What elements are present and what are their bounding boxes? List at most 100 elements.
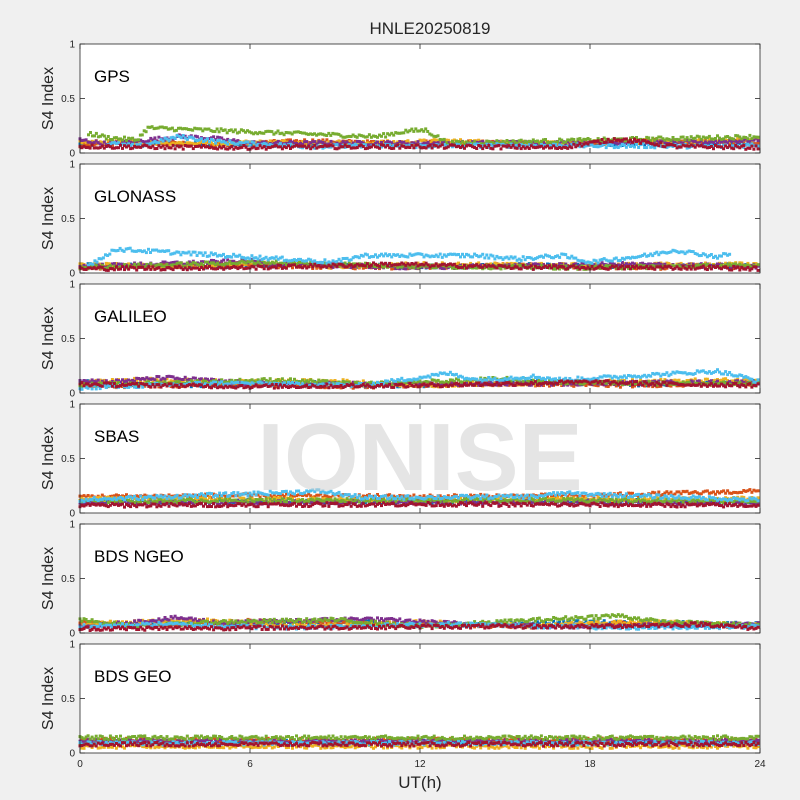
data-point	[191, 261, 195, 265]
data-point	[299, 257, 302, 261]
data-point	[382, 139, 386, 143]
data-point	[497, 141, 501, 145]
data-point	[333, 147, 337, 151]
data-point	[705, 144, 709, 148]
data-point	[748, 146, 752, 150]
data-point	[588, 142, 592, 146]
data-point	[80, 141, 84, 145]
data-point	[661, 266, 665, 270]
data-point	[572, 266, 576, 270]
data-point	[131, 142, 135, 146]
data-point	[570, 264, 574, 268]
data-point	[683, 264, 687, 267]
data-point	[305, 142, 309, 146]
data-point	[513, 263, 517, 267]
data-point	[183, 144, 187, 147]
data-point	[448, 143, 452, 147]
data-point	[226, 147, 230, 151]
data-point	[657, 261, 661, 265]
data-point	[438, 266, 442, 270]
data-point	[122, 249, 126, 253]
data-point	[197, 141, 201, 145]
data-point	[212, 146, 216, 150]
data-point	[142, 129, 146, 133]
data-point	[570, 254, 574, 258]
data-point	[754, 262, 758, 266]
data-point	[574, 145, 578, 149]
data-point	[594, 264, 598, 268]
data-point	[404, 140, 408, 143]
data-point	[112, 262, 116, 266]
data-point	[746, 263, 750, 267]
data-point	[363, 143, 367, 147]
data-point	[608, 259, 612, 263]
data-point	[363, 261, 367, 265]
data-point	[384, 141, 388, 145]
data-point	[82, 141, 86, 145]
data-point	[681, 250, 685, 254]
data-point	[408, 263, 412, 267]
data-point	[199, 140, 203, 144]
data-point	[517, 139, 521, 143]
data-point	[139, 263, 143, 267]
data-point	[347, 144, 351, 148]
data-point	[412, 266, 416, 270]
data-point	[659, 262, 663, 266]
data-point	[430, 141, 434, 145]
data-point	[570, 146, 574, 150]
data-point	[720, 267, 723, 271]
data-point	[179, 253, 183, 257]
data-point	[620, 256, 624, 260]
data-point	[353, 139, 357, 143]
data-point	[606, 259, 610, 263]
data-point	[716, 134, 719, 138]
data-point	[376, 263, 379, 267]
data-point	[675, 265, 679, 269]
data-point	[289, 264, 292, 268]
data-point	[153, 141, 157, 145]
data-point	[454, 142, 458, 146]
data-point	[108, 264, 112, 267]
data-point	[181, 264, 185, 268]
data-point	[341, 140, 345, 144]
data-point	[491, 144, 495, 148]
data-point	[616, 138, 620, 142]
data-point	[225, 131, 229, 135]
data-point	[487, 256, 491, 260]
data-point	[507, 141, 511, 145]
data-point	[114, 249, 118, 253]
data-point	[242, 267, 246, 271]
data-point	[509, 145, 513, 149]
data-point	[491, 266, 495, 270]
data-point	[604, 267, 608, 271]
data-point	[647, 136, 651, 140]
data-point	[406, 264, 410, 268]
data-point	[677, 267, 681, 271]
data-point	[365, 135, 369, 139]
data-point	[104, 266, 108, 270]
data-point	[187, 128, 191, 131]
data-point	[471, 255, 475, 259]
data-point	[544, 143, 547, 147]
data-point	[171, 265, 175, 269]
data-point	[651, 254, 655, 258]
data-point	[519, 264, 523, 267]
data-point	[618, 144, 622, 148]
data-point	[752, 143, 756, 147]
data-point	[189, 267, 193, 271]
data-point	[434, 144, 438, 148]
data-point	[311, 140, 315, 144]
data-point	[544, 138, 547, 141]
data-point	[353, 267, 357, 271]
data-point	[289, 144, 292, 148]
data-point	[624, 145, 628, 149]
data-point	[511, 144, 515, 147]
data-point	[205, 127, 209, 131]
data-point	[262, 267, 266, 271]
data-point	[643, 146, 647, 149]
data-point	[80, 146, 84, 150]
data-point	[179, 261, 183, 265]
data-point	[572, 264, 576, 268]
data-point	[315, 144, 319, 148]
data-point	[260, 146, 264, 150]
